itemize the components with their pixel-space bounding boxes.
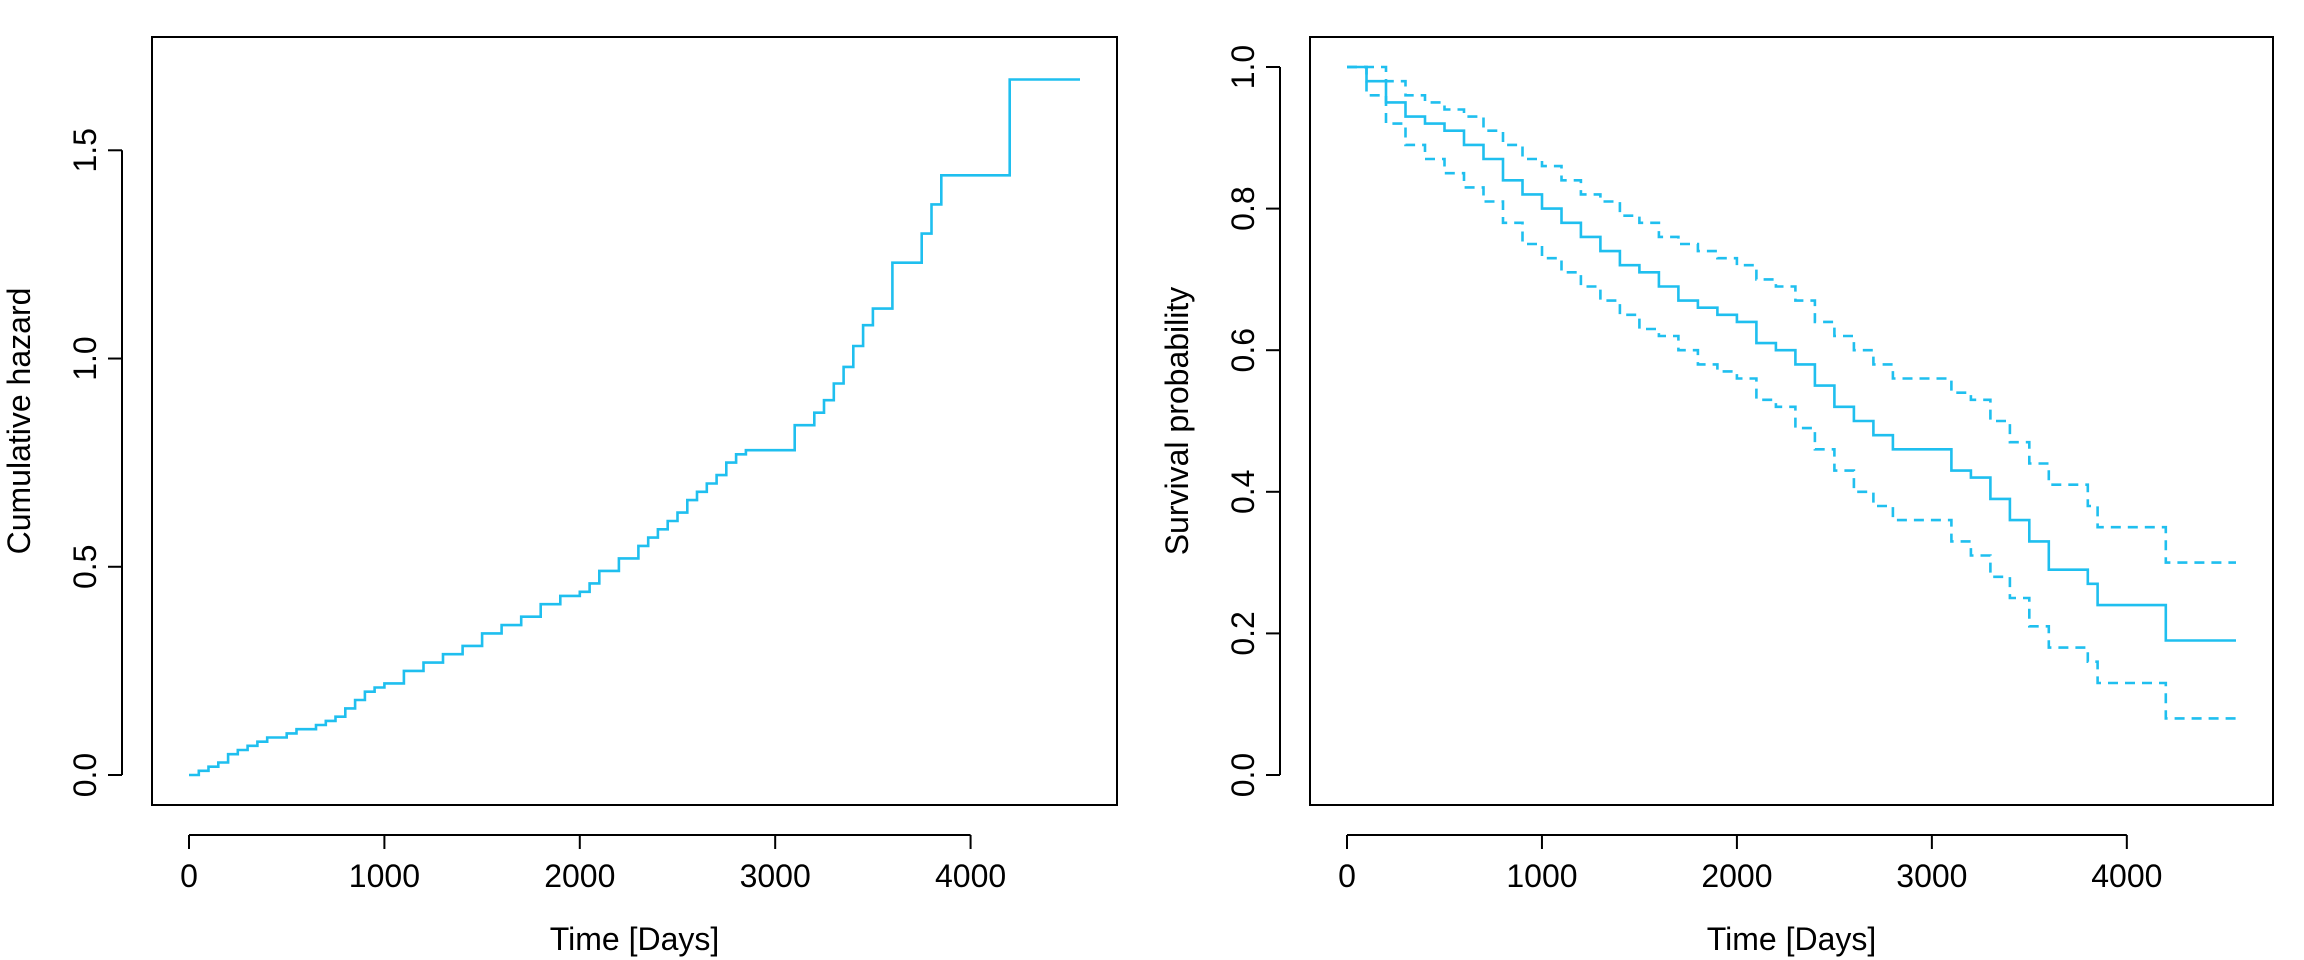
survival-probability-x-axis-title: Time [Days]: [1707, 921, 1877, 957]
cumulative-hazard-y-tick-label: 0.0: [67, 753, 103, 797]
cumulative-hazard-x-tick-label: 1000: [349, 858, 420, 894]
cumulative-hazard-x-tick-label: 2000: [544, 858, 615, 894]
cumulative-hazard-x-tick-label: 0: [180, 858, 198, 894]
cumulative-hazard-x-axis-title: Time [Days]: [550, 921, 720, 957]
survival-probability-y-axis-title: Survival probability: [1159, 287, 1195, 556]
survival-probability-y-tick-label: 1.0: [1225, 45, 1261, 89]
cumulative-hazard-x-tick-label: 3000: [740, 858, 811, 894]
cumulative-hazard-y-tick-label: 1.0: [67, 336, 103, 380]
survival-probability-x-tick-label: 2000: [1701, 858, 1772, 894]
survival-probability-plot-frame: [1309, 36, 2274, 806]
survival-probability-x-tick-label: 4000: [2091, 858, 2162, 894]
survival-probability-y-tick-label: 0.4: [1225, 470, 1261, 514]
survival-probability-y-tick-label: 0.0: [1225, 753, 1261, 797]
cumulative-hazard-panel: 0 1000 2000 3000 4000 0.0 0.5 1.0 1.5 Time [Days]…: [1, 36, 1118, 957]
cumulative-hazard-y-axis-title: Cumulative hazard: [1, 288, 37, 555]
cumulative-hazard-plot-frame: [151, 36, 1118, 806]
survival-probability-ci-line: [1347, 65, 2236, 564]
survival-probability-y-tick-label: 0.6: [1225, 328, 1261, 372]
survival-probability-curve: [1347, 65, 2236, 642]
cumulative-hazard-y-tick-label: 1.5: [67, 128, 103, 172]
cumulative-hazard-curve: [189, 78, 1080, 777]
survival-probability-ci-line: [1347, 65, 2236, 720]
survival-probability-y-tick-label: 0.8: [1225, 186, 1261, 230]
cumulative-hazard-x-tick-label: 4000: [935, 858, 1006, 894]
survival-probability-x-tick-label: 0: [1338, 858, 1356, 894]
survival-probability-panel: 0 1000 2000 3000 4000 0.0 0.2 0.4 0.6 0.8 1.0 Time …: [1159, 36, 2274, 957]
survival-probability-x-tick-label: 3000: [1896, 858, 1967, 894]
survival-probability-y-tick-label: 0.2: [1225, 611, 1261, 655]
survival-probability-x-tick-label: 1000: [1506, 858, 1577, 894]
cumulative-hazard-y-tick-label: 0.5: [67, 545, 103, 589]
